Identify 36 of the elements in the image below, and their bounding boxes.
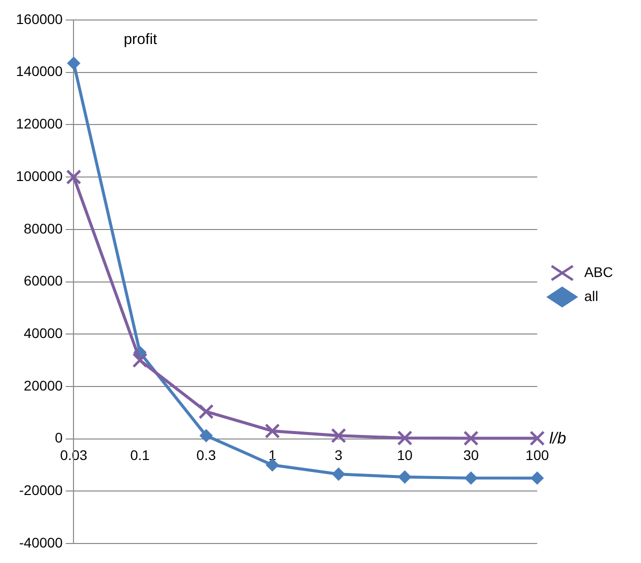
y-tick-label: 40000 bbox=[24, 324, 63, 341]
y-tick-label: 20000 bbox=[24, 377, 63, 394]
y-tick-label: 80000 bbox=[24, 220, 63, 236]
point bbox=[200, 429, 213, 442]
y-tick-label: 140000 bbox=[16, 63, 63, 80]
point bbox=[332, 468, 346, 481]
point bbox=[330, 428, 346, 444]
x-axis-title: l/b bbox=[549, 430, 566, 448]
point bbox=[397, 430, 412, 446]
y-tick-label: 60000 bbox=[24, 272, 63, 289]
legend-label: all bbox=[584, 288, 598, 304]
point bbox=[464, 472, 478, 485]
point bbox=[530, 430, 545, 446]
point bbox=[67, 56, 80, 70]
x-tick-label: 3 bbox=[334, 447, 343, 464]
point bbox=[530, 472, 544, 485]
legend-label: ABC bbox=[584, 264, 614, 280]
point bbox=[198, 404, 214, 420]
point bbox=[132, 352, 148, 368]
point bbox=[66, 169, 82, 185]
y-tick-label: 120000 bbox=[16, 116, 63, 132]
x-tick-label: 10 bbox=[396, 447, 413, 464]
y-tick-label: 0 bbox=[54, 430, 63, 446]
y-tick-label: -40000 bbox=[19, 534, 63, 550]
point bbox=[463, 430, 479, 446]
y-tick-label: 100000 bbox=[16, 168, 63, 184]
x-tick-label: 100 bbox=[526, 447, 550, 464]
y-tick-label: -20000 bbox=[19, 482, 63, 498]
x-tick-label: 0.1 bbox=[130, 447, 150, 464]
y-tick-label: 160000 bbox=[16, 10, 63, 27]
point bbox=[266, 458, 279, 472]
point bbox=[398, 470, 412, 484]
annotation: profit bbox=[124, 31, 158, 48]
x-tick-label: 0.3 bbox=[196, 447, 216, 464]
x-tick-label: 30 bbox=[463, 447, 479, 464]
point bbox=[264, 423, 280, 439]
